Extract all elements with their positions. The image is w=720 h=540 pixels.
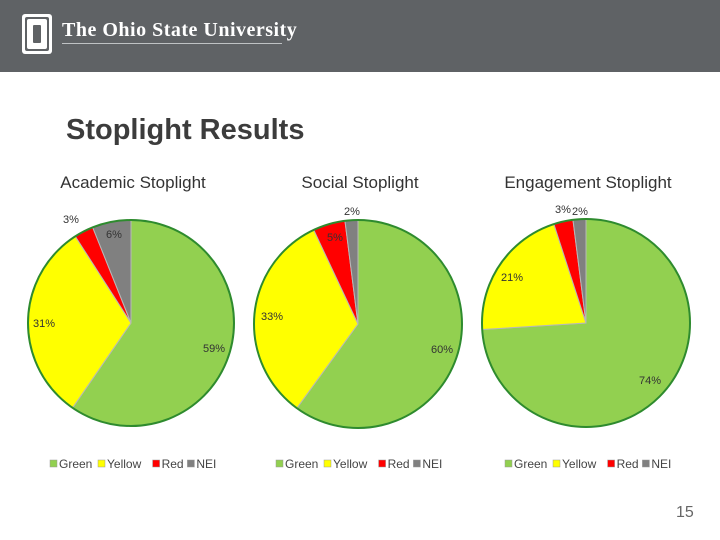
legend-label-red: Red [162, 457, 184, 471]
legend-swatch-red [607, 459, 615, 468]
chart-title: Academic Stoplight [60, 173, 206, 192]
legend-label-nei: NEI [196, 457, 216, 471]
data-label-green: 59% [203, 343, 225, 355]
legend-swatch-green [504, 459, 513, 468]
ohio-state-o-logo-icon [22, 14, 52, 54]
legend-swatch-yellow [552, 459, 561, 468]
legend-swatch-yellow [97, 459, 106, 468]
data-label-red: 3% [555, 204, 571, 216]
legend-swatch-nei [642, 459, 650, 468]
legend-label-nei: NEI [651, 457, 671, 471]
legend-swatch-nei [187, 459, 195, 468]
data-label-nei: 2% [572, 206, 588, 218]
data-label-green: 74% [639, 375, 661, 387]
data-label-yellow: 33% [261, 311, 283, 323]
chart-title: Social Stoplight [301, 173, 418, 192]
legend-swatch-yellow [323, 459, 332, 468]
pie-outline [27, 219, 235, 427]
data-label-yellow: 31% [33, 318, 55, 330]
legend-swatch-green [49, 459, 58, 468]
legend-swatch-nei [413, 459, 421, 468]
legend-swatch-red [378, 459, 386, 468]
pie-outline [481, 218, 691, 428]
legend-label-yellow: Yellow [107, 457, 142, 471]
data-label-nei: 2% [344, 206, 360, 218]
data-label-red: 3% [63, 214, 79, 226]
data-label-yellow: 21% [501, 272, 523, 284]
pie-chart-1: Academic Stoplight 59% 31% 3% 6% Green Yellow R… [27, 173, 235, 471]
slide-title: Stoplight Results [66, 114, 305, 146]
legend-label-green: Green [285, 457, 318, 471]
data-label-nei: 6% [106, 229, 122, 241]
data-label-green: 60% [431, 344, 453, 356]
header-bar: The Ohio State University [0, 0, 720, 72]
legend-label-green: Green [514, 457, 547, 471]
legend-swatch-green [275, 459, 284, 468]
legend-label-red: Red [388, 457, 410, 471]
university-name-underline [62, 43, 282, 44]
legend-label-yellow: Yellow [562, 457, 597, 471]
legend-swatch-red [152, 459, 160, 468]
legend-label-nei: NEI [422, 457, 442, 471]
legend-label-green: Green [59, 457, 92, 471]
pie-outline [253, 219, 463, 429]
pie-chart-3: Engagement Stoplight 74% 21% 3% 2% Green Yello… [481, 173, 691, 471]
legend-label-red: Red [617, 457, 639, 471]
legend-label-yellow: Yellow [333, 457, 368, 471]
data-label-red: 5% [327, 232, 343, 244]
pie-chart-2: Social Stoplight 60% 33% 5% 2% Green Yellow Red… [253, 173, 463, 471]
university-name: The Ohio State University [62, 19, 298, 41]
chart-title: Engagement Stoplight [504, 173, 672, 192]
page-number: 15 [676, 504, 694, 521]
